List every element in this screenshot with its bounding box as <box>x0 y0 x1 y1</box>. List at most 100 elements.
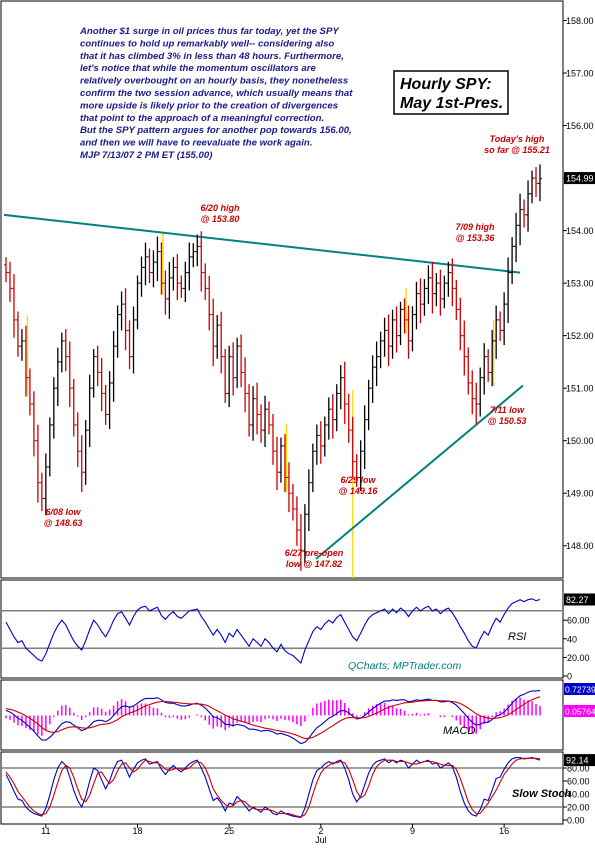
price-ytick-label: 154.00 <box>566 226 594 236</box>
price-bar <box>458 297 463 351</box>
price-bar <box>15 311 20 357</box>
price-bar <box>514 212 519 263</box>
price-bar <box>23 325 28 397</box>
price-bar <box>322 416 327 457</box>
commentary-line: and then we will have to reevaluate the … <box>80 138 312 149</box>
price-bar <box>119 291 124 331</box>
price-bar <box>215 315 220 359</box>
annotation-high-0620: 6/20 high @ 153.80 <box>200 203 240 224</box>
price-bar <box>426 265 431 305</box>
indicator-ytick-label: 60.00 <box>567 777 590 787</box>
price-bar <box>462 320 467 376</box>
ascending-trendline <box>315 384 524 560</box>
indicator-ytick-label: 20.00 <box>567 803 590 813</box>
title-line-2: May 1st-Pres. <box>400 95 503 112</box>
indicator-ytick-label: 80.00 <box>567 764 590 774</box>
price-bar <box>63 329 68 372</box>
price-bar <box>442 275 447 309</box>
price-ytick-label: 151.00 <box>566 384 594 394</box>
price-bar <box>131 306 136 374</box>
x-tick-label: 2 <box>318 826 323 836</box>
price-bar <box>534 167 539 197</box>
price-bar <box>418 278 423 324</box>
price-bar <box>139 256 144 297</box>
price-bar <box>91 349 96 398</box>
x-month-label: Jul <box>315 835 327 845</box>
price-bar <box>330 394 335 439</box>
stoch-current-value: 92.14 <box>566 756 589 766</box>
price-bar <box>278 437 283 483</box>
price-bar <box>255 382 260 435</box>
price-bar <box>446 261 451 297</box>
price-bar <box>203 263 208 300</box>
price-bar <box>7 261 12 303</box>
annotation-high-0709: 7/09 high @ 153.36 <box>455 222 495 243</box>
price-bar <box>310 443 315 493</box>
price-ytick-label: 154.99 <box>566 174 594 184</box>
indicator-ytick-label: 0 <box>567 672 572 682</box>
x-tick-label: 16 <box>499 826 509 836</box>
price-bar <box>358 440 363 492</box>
price-bar <box>450 258 455 307</box>
price-bar <box>286 462 291 513</box>
macd-current-value-box <box>564 705 595 717</box>
price-bar <box>135 275 140 330</box>
price-bar <box>179 275 184 298</box>
price-bar <box>362 405 367 470</box>
commentary-line: MJP 7/13/07 2 PM ET (155.00) <box>80 150 212 161</box>
price-bar <box>155 236 160 282</box>
price-bar <box>103 385 108 425</box>
price-bar <box>175 253 180 300</box>
price-bar <box>434 273 439 307</box>
price-ytick-label: 152.00 <box>566 331 594 341</box>
descending-trendline <box>3 213 521 274</box>
price-bar <box>382 317 387 357</box>
stoch-label: Slow Stoch <box>512 788 572 800</box>
price-bar <box>282 434 287 493</box>
price-bar <box>211 298 216 367</box>
rsi-current-value: 82.27 <box>566 595 589 605</box>
price-bar <box>422 279 427 316</box>
indicator-ytick-label: 60.00 <box>567 616 590 626</box>
price-bar <box>95 345 100 387</box>
title-box: Hourly SPY: May 1st-Pres. <box>393 70 509 115</box>
price-bar <box>406 305 411 359</box>
price-bar <box>430 261 435 314</box>
price-bar <box>127 320 132 370</box>
price-bar <box>19 329 24 361</box>
indicator-ytick-label: 40.00 <box>567 790 590 800</box>
price-bar <box>302 504 307 564</box>
price-bar <box>231 342 236 396</box>
price-bar <box>43 453 48 516</box>
commentary-line: Another $1 surge in oil prices thus far … <box>79 26 340 37</box>
price-bar <box>490 329 495 387</box>
price-bar <box>143 242 148 286</box>
price-panel-frame <box>0 0 564 579</box>
stoch-panel-frame <box>0 751 564 825</box>
price-bar <box>366 379 371 431</box>
price-bar <box>318 421 323 464</box>
indicator-series-line <box>5 598 541 664</box>
price-bar <box>167 261 172 319</box>
price-bar <box>31 391 36 457</box>
annotation-low-0711: 7/11 low @ 150.53 <box>488 405 527 426</box>
price-bar <box>195 234 200 267</box>
indicator-lines <box>5 598 541 819</box>
price-bar <box>111 331 116 402</box>
price-bar <box>334 384 339 432</box>
price-bar <box>350 416 355 479</box>
price-bar <box>79 435 84 493</box>
commentary-line: relatively overbought on an hourly basis… <box>80 76 348 87</box>
annotation-high-today: Today's high so far @ 155.21 <box>484 134 550 155</box>
price-bar <box>346 393 351 443</box>
price-bar <box>219 311 224 374</box>
price-bar <box>199 231 204 292</box>
price-bar <box>438 269 443 316</box>
price-bar <box>386 314 391 367</box>
price-bar <box>370 355 375 403</box>
indicator-series-line <box>5 757 541 819</box>
commentary-line: that point to the approach of a meaningf… <box>80 113 324 124</box>
indicator-series-line <box>5 690 541 745</box>
macd-panel-frame <box>0 679 564 751</box>
